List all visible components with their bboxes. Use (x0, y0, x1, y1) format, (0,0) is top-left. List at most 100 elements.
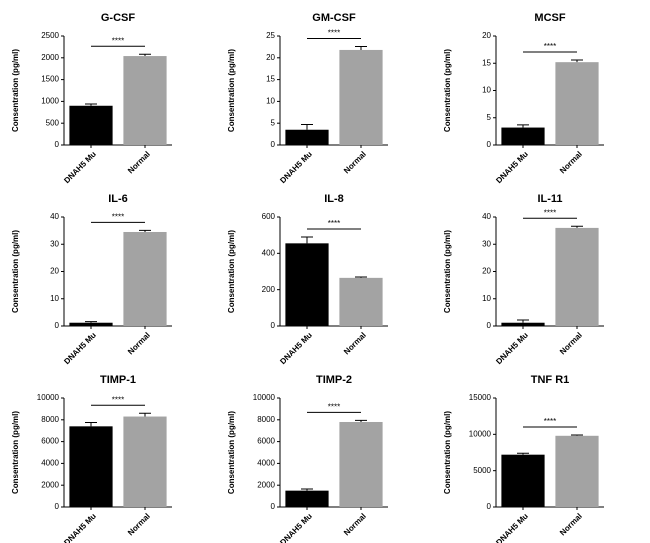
significance-label: **** (112, 36, 124, 45)
y-tick-label: 15000 (469, 393, 492, 402)
y-tick-label: 1500 (41, 75, 59, 84)
chart-title: MCSF (534, 12, 565, 24)
y-tick-label: 0 (487, 140, 492, 149)
x-tick-label: DNAH5 Mu (494, 330, 530, 366)
x-tick-label: DNAH5 Mu (278, 330, 314, 366)
error-bar (301, 124, 313, 130)
bar (123, 56, 167, 145)
y-tick-label: 500 (46, 118, 60, 127)
y-tick-label: 10000 (37, 393, 60, 402)
y-tick-label: 0 (487, 321, 492, 330)
x-tick-label: DNAH5 Mu (62, 330, 98, 366)
x-tick-label: Normal (558, 512, 584, 538)
x-tick-label: Normal (558, 150, 584, 176)
error-bar (301, 236, 313, 244)
y-axis-label: Consentration (pg/ml) (227, 411, 236, 494)
y-tick-label: 10 (482, 294, 491, 303)
y-tick-label: 400 (262, 248, 276, 257)
bar (501, 454, 545, 507)
chart-title: GM-CSF (312, 12, 356, 24)
significance-label: **** (328, 29, 340, 38)
error-bar (139, 412, 151, 417)
error-bar (517, 124, 529, 128)
y-tick-label: 0 (55, 321, 60, 330)
chart-title: TIMP-2 (316, 374, 352, 386)
y-tick-label: 2000 (41, 53, 59, 62)
y-tick-label: 10 (482, 86, 491, 95)
y-tick-label: 6000 (41, 437, 59, 446)
y-tick-label: 0 (55, 502, 60, 511)
y-tick-label: 2500 (41, 31, 59, 40)
error-bar (355, 276, 367, 278)
error-bar (571, 59, 583, 63)
y-tick-label: 600 (262, 212, 276, 221)
error-bar (571, 225, 583, 228)
y-tick-label: 15 (266, 75, 275, 84)
y-tick-label: 2000 (41, 480, 59, 489)
significance-label: **** (544, 417, 556, 426)
bar (555, 62, 599, 145)
error-bar (85, 103, 97, 106)
y-tick-label: 10000 (469, 429, 492, 438)
error-bar (517, 452, 529, 455)
chart-title: IL-11 (537, 193, 562, 205)
y-tick-label: 20 (482, 267, 491, 276)
y-tick-label: 10 (50, 294, 59, 303)
significance-label: **** (328, 402, 340, 411)
y-tick-label: 30 (50, 239, 59, 248)
bar (555, 227, 599, 326)
chart-title: G-CSF (101, 12, 136, 24)
bar (69, 105, 113, 145)
bar (285, 243, 329, 326)
y-tick-label: 20 (50, 267, 59, 276)
bar (285, 129, 329, 145)
chart-title: TIMP-1 (100, 374, 136, 386)
bar (555, 435, 599, 507)
significance-label: **** (112, 212, 124, 221)
error-bar (139, 53, 151, 57)
x-tick-label: DNAH5 Mu (494, 149, 530, 185)
error-bar (85, 321, 97, 323)
bar (501, 127, 545, 145)
y-axis-label: Consentration (pg/ml) (443, 49, 452, 132)
bar (69, 322, 113, 326)
y-tick-label: 2000 (257, 480, 275, 489)
y-tick-label: 30 (482, 239, 491, 248)
x-tick-label: Normal (126, 331, 152, 357)
y-tick-label: 0 (271, 321, 276, 330)
y-tick-label: 40 (482, 212, 491, 221)
chart-title: TNF R1 (531, 374, 570, 386)
y-tick-label: 0 (271, 140, 276, 149)
y-axis-label: Consentration (pg/ml) (11, 230, 20, 313)
y-tick-label: 5 (487, 113, 492, 122)
x-tick-label: Normal (126, 150, 152, 176)
x-tick-label: DNAH5 Mu (494, 511, 530, 543)
bar (501, 322, 545, 326)
error-bar (355, 45, 367, 50)
significance-label: **** (328, 219, 340, 228)
significance-label: **** (544, 208, 556, 217)
y-tick-label: 200 (262, 285, 276, 294)
y-tick-label: 4000 (41, 459, 59, 468)
x-tick-label: Normal (342, 150, 368, 176)
y-axis-label: Consentration (pg/ml) (443, 230, 452, 313)
y-axis-label: Consentration (pg/ml) (227, 49, 236, 132)
y-tick-label: 0 (55, 140, 60, 149)
x-tick-label: DNAH5 Mu (62, 511, 98, 543)
y-axis-label: Consentration (pg/ml) (11, 49, 20, 132)
x-tick-label: Normal (342, 331, 368, 357)
y-tick-label: 5 (271, 118, 276, 127)
error-bar (571, 434, 583, 436)
bar (339, 277, 383, 326)
x-tick-label: DNAH5 Mu (62, 149, 98, 185)
y-tick-label: 20 (482, 31, 491, 40)
y-axis-label: Consentration (pg/ml) (227, 230, 236, 313)
y-tick-label: 0 (487, 502, 492, 511)
y-tick-label: 8000 (41, 415, 59, 424)
y-tick-label: 0 (271, 502, 276, 511)
x-tick-label: Normal (558, 331, 584, 357)
y-tick-label: 10 (266, 97, 275, 106)
bar (69, 426, 113, 507)
chart-title: IL-6 (108, 193, 128, 205)
